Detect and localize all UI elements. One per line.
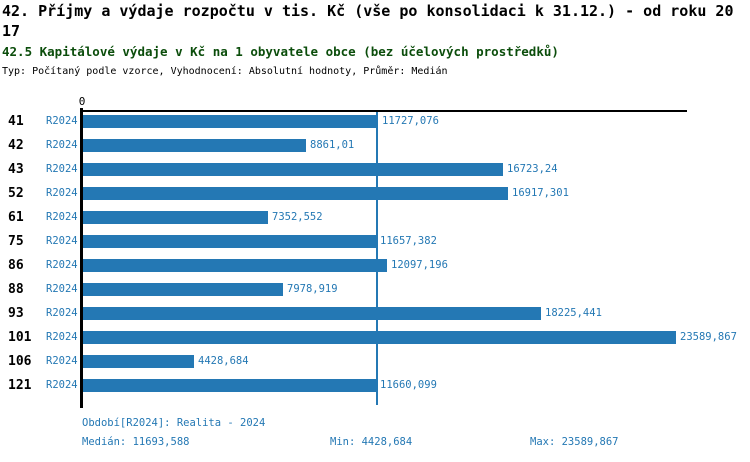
bar-row-93[interactable]	[83, 307, 541, 320]
bar-value-label: 23589,867	[680, 331, 737, 343]
row-series-label: R2024	[46, 331, 78, 343]
bar-row-88[interactable]	[83, 283, 283, 296]
row-series-label: R2024	[46, 163, 78, 175]
footer-min-label: Min: 4428,684	[330, 436, 413, 448]
bar-row-101[interactable]	[83, 331, 676, 344]
row-series-label: R2024	[46, 211, 78, 223]
chart-subtitle: 42.5 Kapitálové výdaje v Kč na 1 obyvate…	[2, 44, 559, 59]
bar-value-label: 11660,099	[380, 379, 437, 391]
row-category-label: 75	[8, 234, 24, 249]
row-series-label: R2024	[46, 379, 78, 391]
page-title: 42. Příjmy a výdaje rozpočtu v tis. Kč (…	[2, 1, 734, 41]
bar-value-label: 16723,24	[507, 163, 558, 175]
y-axis-line	[80, 108, 83, 408]
row-series-label: R2024	[46, 283, 78, 295]
bar-row-121[interactable]	[83, 379, 376, 392]
bar-value-label: 11727,076	[382, 115, 439, 127]
footer-median-label: Medián: 11693,588	[82, 436, 190, 448]
bar-row-106[interactable]	[83, 355, 194, 368]
x-axis-zero-tick: 0	[78, 95, 86, 108]
row-series-label: R2024	[46, 259, 78, 271]
bar-row-61[interactable]	[83, 211, 268, 224]
median-reference-line	[376, 112, 378, 405]
row-series-label: R2024	[46, 115, 78, 127]
bar-row-43[interactable]	[83, 163, 503, 176]
bar-row-75[interactable]	[83, 235, 376, 248]
bar-row-52[interactable]	[83, 187, 508, 200]
bar-value-label: 16917,301	[512, 187, 569, 199]
bar-value-label: 4428,684	[198, 355, 249, 367]
row-category-label: 86	[8, 258, 24, 273]
row-series-label: R2024	[46, 187, 78, 199]
row-series-label: R2024	[46, 307, 78, 319]
row-category-label: 106	[8, 354, 32, 369]
page-title-line1: 42. Příjmy a výdaje rozpočtu v tis. Kč (…	[2, 2, 734, 20]
row-category-label: 41	[8, 114, 24, 129]
row-category-label: 121	[8, 378, 32, 393]
row-category-label: 52	[8, 186, 24, 201]
row-category-label: 61	[8, 210, 24, 225]
bar-value-label: 12097,196	[391, 259, 448, 271]
x-axis-line	[81, 110, 687, 112]
row-category-label: 101	[8, 330, 32, 345]
bar-value-label: 18225,441	[545, 307, 602, 319]
page-title-line2: 17	[2, 22, 21, 40]
bar-value-label: 8861,01	[310, 139, 355, 151]
footer-max-label: Max: 23589,867	[530, 436, 619, 448]
row-category-label: 43	[8, 162, 24, 177]
bar-row-42[interactable]	[83, 139, 306, 152]
footer-period-label: Období[R2024]: Realita - 2024	[82, 417, 266, 429]
chart-meta-info: Typ: Počítaný podle vzorce, Vyhodnocení:…	[2, 66, 448, 77]
row-category-label: 88	[8, 282, 24, 297]
bar-row-86[interactable]	[83, 259, 387, 272]
row-series-label: R2024	[46, 139, 78, 151]
bar-row-41[interactable]	[83, 115, 378, 128]
row-category-label: 42	[8, 138, 24, 153]
row-series-label: R2024	[46, 355, 78, 367]
row-series-label: R2024	[46, 235, 78, 247]
bar-value-label: 7352,552	[272, 211, 323, 223]
bar-value-label: 7978,919	[287, 283, 338, 295]
row-category-label: 93	[8, 306, 24, 321]
bar-value-label: 11657,382	[380, 235, 437, 247]
